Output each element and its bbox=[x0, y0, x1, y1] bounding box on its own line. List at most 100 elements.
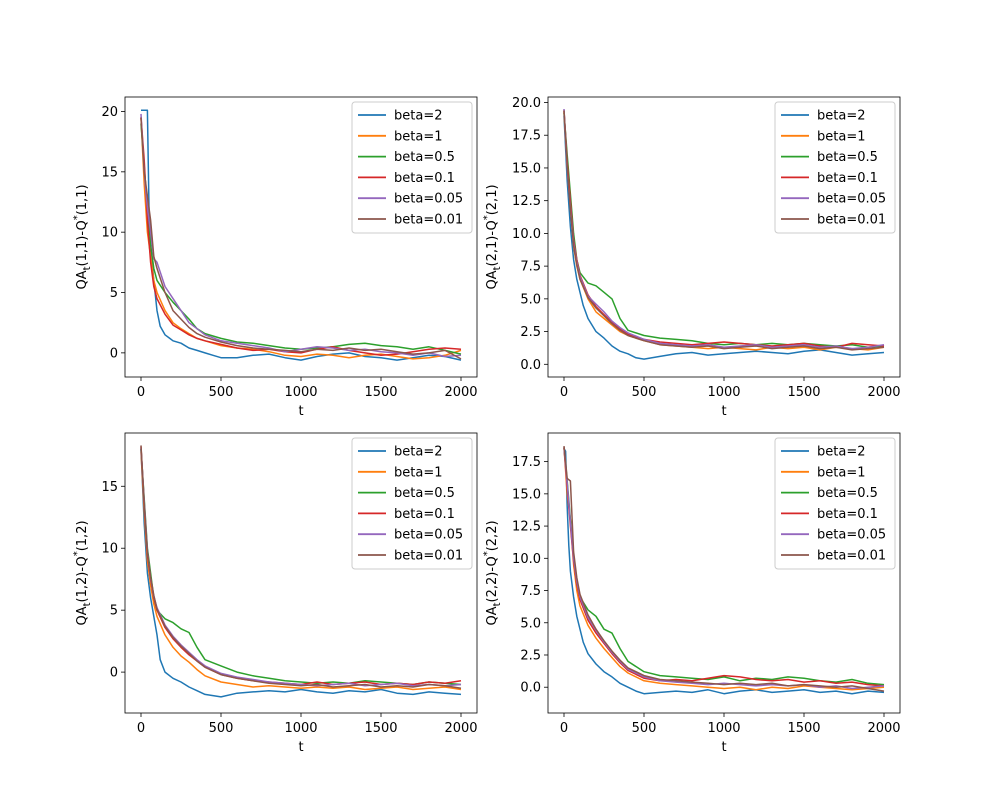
legend-box bbox=[774, 437, 896, 570]
x-tick-label: 1000 bbox=[707, 385, 740, 400]
x-tick-label: 0 bbox=[560, 385, 568, 400]
x-axis-label: t bbox=[721, 404, 726, 419]
x-tick-label: 2000 bbox=[444, 721, 477, 736]
x-tick-label: 1000 bbox=[707, 721, 740, 736]
y-tick-label: 5.0 bbox=[520, 292, 541, 307]
y-tick-label: 7.5 bbox=[520, 260, 541, 275]
x-tick-label: 0 bbox=[137, 721, 145, 736]
legend-label: beta=0.5 bbox=[817, 486, 878, 501]
legend-label: beta=0.05 bbox=[394, 528, 463, 543]
x-axis-label: t bbox=[721, 740, 726, 755]
legend-label: beta=0.01 bbox=[394, 213, 463, 228]
y-tick-label: 20.0 bbox=[512, 96, 541, 111]
y-tick-label: 0 bbox=[110, 666, 118, 681]
y-tick-label: 0.0 bbox=[520, 681, 541, 696]
y-tick-label: 15.0 bbox=[512, 487, 541, 502]
legend-label: beta=0.5 bbox=[394, 150, 455, 165]
y-tick-label: 17.5 bbox=[512, 129, 541, 144]
x-tick-label: 500 bbox=[209, 385, 234, 400]
series-line-beta-0_01 bbox=[563, 110, 885, 351]
y-tick-label: 7.5 bbox=[520, 584, 541, 599]
x-tick-label: 0 bbox=[560, 721, 568, 736]
series-line-beta-0_01 bbox=[140, 117, 462, 360]
y-tick-label: 0.0 bbox=[520, 358, 541, 373]
y-tick-label: 15 bbox=[101, 480, 118, 495]
x-tick-label: 1000 bbox=[284, 385, 317, 400]
legend: beta=2 beta=1 beta=0.5 beta=0.1 beta=0.05 bet… bbox=[351, 101, 473, 234]
legend-label: beta=0.01 bbox=[817, 213, 886, 228]
x-tick-label: 500 bbox=[209, 721, 234, 736]
legend: beta=2 beta=1 beta=0.5 beta=0.1 beta=0.05 bet… bbox=[774, 101, 896, 234]
y-tick-label: 12.5 bbox=[512, 520, 541, 535]
y-tick-label: 5 bbox=[110, 286, 118, 301]
y-tick-label: 17.5 bbox=[512, 455, 541, 470]
x-tick-label: 1500 bbox=[364, 385, 397, 400]
legend-label: beta=0.5 bbox=[817, 150, 878, 165]
legend-label: beta=1 bbox=[394, 465, 442, 480]
legend-label: beta=0.1 bbox=[394, 171, 455, 186]
x-tick-label: 1500 bbox=[787, 385, 820, 400]
legend-label: beta=1 bbox=[817, 465, 865, 480]
y-tick-label: 2.5 bbox=[520, 325, 541, 340]
legend-label: beta=0.5 bbox=[394, 486, 455, 501]
legend-label: beta=0.1 bbox=[817, 507, 878, 522]
x-tick-label: 1000 bbox=[284, 721, 317, 736]
series-line-beta-0_01 bbox=[140, 445, 462, 689]
x-axis-label: t bbox=[298, 740, 303, 755]
legend-box bbox=[774, 101, 896, 234]
legend-label: beta=1 bbox=[817, 129, 865, 144]
x-tick-label: 2000 bbox=[867, 385, 900, 400]
legend-label: beta=2 bbox=[394, 445, 442, 460]
legend-label: beta=1 bbox=[394, 129, 442, 144]
y-axis-label: QAt(1,2)-Q*(1,2) bbox=[72, 520, 93, 625]
y-tick-label: 12.5 bbox=[512, 194, 541, 209]
legend-label: beta=2 bbox=[817, 109, 865, 124]
legend: beta=2 beta=1 beta=0.5 beta=0.1 beta=0.05 bet… bbox=[774, 437, 896, 570]
y-tick-label: 15.0 bbox=[512, 161, 541, 176]
legend-label: beta=0.01 bbox=[817, 549, 886, 564]
legend-box bbox=[351, 437, 473, 570]
legend-label: beta=0.1 bbox=[394, 507, 455, 522]
series-line-beta-0_5 bbox=[140, 123, 462, 355]
legend-box bbox=[351, 101, 473, 234]
y-axis-label: QAt(1,1)-Q*(1,1) bbox=[72, 184, 93, 289]
legend-label: beta=0.01 bbox=[394, 549, 463, 564]
legend-label: beta=0.05 bbox=[817, 528, 886, 543]
x-tick-label: 1500 bbox=[787, 721, 820, 736]
x-axis-label: t bbox=[298, 404, 303, 419]
series-line-beta-2 bbox=[140, 449, 462, 698]
y-tick-label: 20 bbox=[101, 105, 118, 120]
y-tick-label: 5 bbox=[110, 604, 118, 619]
legend-label: beta=0.1 bbox=[817, 171, 878, 186]
legend: beta=2 beta=1 beta=0.5 beta=0.1 beta=0.05 bet… bbox=[351, 437, 473, 570]
subplot-3: 0 500 1000 1500 2000 0 5 10 15 t QAt(1,2)-Q*(1,2) b… bbox=[72, 432, 478, 755]
x-tick-label: 0 bbox=[137, 385, 145, 400]
series-line-beta-2 bbox=[563, 448, 885, 695]
x-tick-label: 1500 bbox=[364, 721, 397, 736]
legend-label: beta=0.05 bbox=[817, 192, 886, 207]
subplot-4: 0 500 1000 1500 2000 0.0 2.5 5.0 7.5 10.0 12.5 15.0… bbox=[482, 432, 901, 755]
y-tick-label: 10 bbox=[101, 542, 118, 557]
y-tick-label: 10.0 bbox=[512, 227, 541, 242]
legend-label: beta=2 bbox=[394, 109, 442, 124]
series-line-beta-2 bbox=[563, 115, 885, 360]
y-axis-label: QAt(2,2)-Q*(2,2) bbox=[482, 520, 503, 625]
x-tick-label: 2000 bbox=[444, 385, 477, 400]
series-line-beta-0_1 bbox=[140, 117, 462, 357]
y-tick-label: 10 bbox=[101, 226, 118, 241]
series-line-beta-0_01 bbox=[563, 446, 885, 692]
subplot-2: 0 500 1000 1500 2000 0.0 2.5 5.0 7.5 10.0 12.5 15.0… bbox=[482, 96, 901, 419]
legend-label: beta=0.05 bbox=[394, 192, 463, 207]
x-tick-label: 2000 bbox=[867, 721, 900, 736]
y-tick-label: 15 bbox=[101, 165, 118, 180]
x-tick-label: 500 bbox=[632, 721, 657, 736]
legend-label: beta=2 bbox=[817, 445, 865, 460]
subplot-1: 0 500 1000 1500 2000 0 5 10 15 20 t QAt(1,1)-Q*(1,1… bbox=[72, 96, 478, 419]
series-line-beta-1 bbox=[140, 451, 462, 691]
x-tick-label: 500 bbox=[632, 385, 657, 400]
y-tick-label: 0 bbox=[110, 346, 118, 361]
y-tick-label: 10.0 bbox=[512, 552, 541, 567]
y-tick-label: 2.5 bbox=[520, 648, 541, 663]
y-axis-label: QAt(2,1)-Q*(2,1) bbox=[482, 184, 503, 289]
